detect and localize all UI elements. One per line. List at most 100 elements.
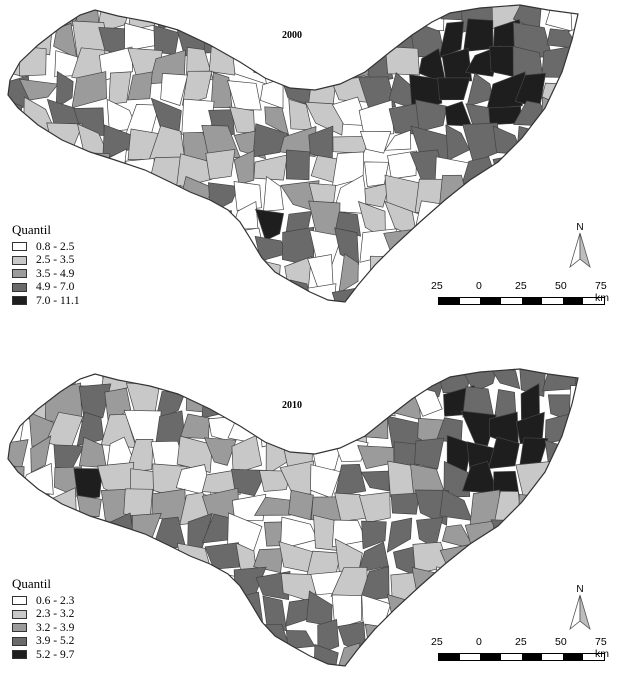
municipality [488, 436, 520, 470]
municipality [384, 620, 421, 654]
municipality [148, 185, 182, 215]
legend-swatch [12, 282, 27, 292]
municipality [439, 544, 474, 570]
state-boundary [7, 368, 579, 667]
municipality [254, 235, 287, 262]
municipality [467, 338, 501, 359]
scale-label: 50 [555, 280, 567, 292]
municipality [414, 437, 445, 470]
municipality [364, 161, 390, 187]
north-arrow-icon: N [569, 584, 591, 631]
municipality [176, 369, 212, 392]
municipality [21, 493, 50, 528]
legend-title: Quantil [12, 222, 51, 237]
municipality [235, 591, 265, 630]
municipality [207, 593, 241, 631]
municipality [204, 542, 240, 570]
municipality [462, 181, 495, 215]
municipality [357, 412, 389, 439]
legend-item: 4.9 - 7.0 [12, 281, 80, 295]
municipality [227, 80, 262, 111]
municipality [441, 47, 473, 82]
municipality [361, 520, 387, 550]
legend-title: Quantil [12, 576, 51, 591]
municipality [108, 71, 132, 105]
municipality [285, 630, 316, 650]
municipality [383, 227, 423, 260]
municipality [253, 548, 284, 574]
municipality [539, 369, 578, 370]
municipality [231, 45, 267, 85]
municipality [157, 369, 187, 392]
municipality [201, 389, 240, 419]
municipality [387, 150, 418, 180]
municipality [576, 5, 578, 32]
municipality [282, 409, 312, 447]
municipality [414, 233, 447, 264]
municipality [8, 466, 25, 492]
municipality [566, 443, 578, 476]
municipality [460, 410, 497, 447]
scale-label: 0 [476, 280, 482, 292]
municipality [178, 5, 212, 34]
legend-label: 3.9 - 5.2 [36, 635, 75, 648]
municipality [331, 594, 362, 630]
legend-swatch [12, 636, 27, 646]
municipality [359, 130, 392, 154]
legend-swatch [12, 242, 27, 252]
legend-label: 5.2 - 9.7 [36, 648, 75, 661]
map-panel-2000: 2000 Quantil 0.8 - 2.5 2.5 - 3.5 3.5 - 4… [7, 4, 615, 314]
municipality [75, 152, 110, 189]
municipality [153, 5, 178, 31]
municipality [495, 540, 527, 572]
municipality [567, 338, 604, 366]
municipality [361, 594, 392, 627]
municipality [365, 281, 398, 302]
municipality [101, 369, 136, 370]
municipality [8, 389, 33, 420]
municipality [285, 149, 310, 181]
legend-swatch [12, 596, 27, 606]
municipality [437, 77, 471, 101]
municipality [489, 46, 517, 78]
municipality [228, 23, 267, 47]
legend-item: 2.5 - 3.5 [12, 254, 80, 268]
state-boundary [7, 4, 579, 303]
municipality [313, 644, 339, 666]
scale-label: 25 [431, 636, 443, 648]
municipality [104, 387, 132, 422]
municipality [387, 253, 422, 284]
municipality [22, 131, 56, 156]
scale-label: 0 [476, 636, 482, 648]
municipality [466, 542, 499, 575]
municipality [334, 227, 360, 265]
municipality [357, 541, 389, 573]
scale-bar: 25 0 25 50 75 km [425, 280, 615, 314]
municipality [8, 27, 30, 59]
legend-label: 2.3 - 3.2 [36, 608, 75, 621]
municipality [233, 149, 255, 185]
scale-label: 50 [555, 636, 567, 648]
municipality [336, 386, 364, 423]
legend-item: 3.2 - 3.9 [12, 621, 74, 635]
municipality [200, 369, 237, 395]
municipality [100, 176, 137, 214]
legend-swatch [12, 269, 27, 279]
municipality [364, 623, 391, 657]
map-year-label: 2000 [282, 30, 302, 41]
municipality [278, 279, 314, 302]
municipality [515, 125, 549, 164]
municipality [317, 619, 340, 655]
municipality [288, 489, 314, 521]
legend-item: 0.6 - 2.3 [12, 594, 74, 608]
municipality [203, 437, 237, 466]
municipality [565, 413, 578, 450]
municipality [255, 646, 291, 666]
municipality [568, 385, 578, 421]
municipality [304, 101, 345, 136]
municipality [230, 618, 263, 653]
north-arrow-icon: N [569, 222, 591, 269]
map-panel-2010: 2010 Quantil 0.6 - 2.3 2.3 - 3.2 3.2 - 3… [0, 338, 627, 676]
municipality [307, 254, 334, 288]
municipality [263, 175, 284, 212]
